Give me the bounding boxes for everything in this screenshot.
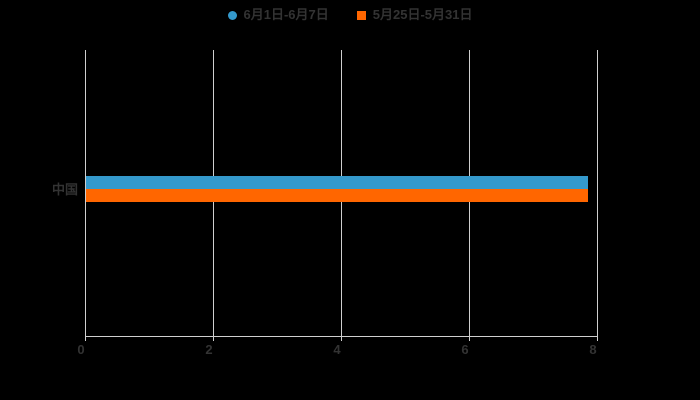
x-tick-label: 8 bbox=[589, 342, 597, 357]
gridline bbox=[85, 50, 86, 341]
legend-square-icon bbox=[356, 10, 366, 20]
legend-circle-icon bbox=[227, 10, 237, 20]
x-tick-label: 0 bbox=[77, 342, 85, 357]
x-tick-label: 4 bbox=[333, 342, 341, 357]
legend-item-week-may25-may31[interactable]: 5月25日-5月31日 bbox=[356, 5, 473, 25]
legend: 6月1日-6月7日 5月25日-5月31日 bbox=[0, 5, 700, 25]
bar-series-jun1-jun7[interactable] bbox=[86, 176, 588, 189]
legend-label-week-jun1-jun7: 6月1日-6月7日 bbox=[243, 7, 329, 22]
x-tick-label: 2 bbox=[205, 342, 213, 357]
gridline bbox=[597, 50, 598, 341]
category-label-china: 中国 bbox=[51, 182, 78, 197]
legend-item-week-jun1-jun7[interactable]: 6月1日-6月7日 bbox=[227, 5, 329, 25]
bar-series-may25-may31[interactable] bbox=[86, 189, 588, 202]
plot-area: 0 2 4 6 8 bbox=[77, 50, 598, 357]
x-tick-label: 6 bbox=[461, 342, 469, 357]
legend-label-week-may25-may31: 5月25日-5月31日 bbox=[372, 7, 473, 22]
